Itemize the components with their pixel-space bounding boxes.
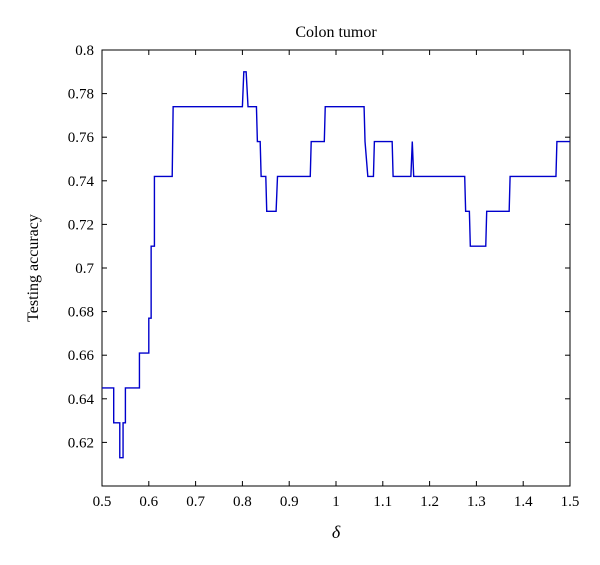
y-axis-label: Testing accuracy xyxy=(25,214,42,322)
chart-title: Colon tumor xyxy=(295,24,377,41)
x-axis-label: δ xyxy=(332,522,341,542)
x-tick-label: 0.5 xyxy=(93,494,112,510)
y-tick-label: 0.64 xyxy=(68,392,95,408)
y-tick-label: 0.7 xyxy=(75,261,94,277)
y-tick-label: 0.62 xyxy=(68,435,94,451)
y-tick-label: 0.78 xyxy=(68,87,94,103)
y-tick-label: 0.68 xyxy=(68,305,94,321)
x-tick-label: 0.6 xyxy=(139,494,158,510)
x-tick-label: 1.1 xyxy=(373,494,392,510)
x-tick-label: 1.5 xyxy=(561,494,580,510)
x-axis: 0.5 0.6 0.7 0.8 0.9 1 1.1 1.2 1.3 1.4 1.5 xyxy=(93,50,580,510)
x-tick-label: 0.9 xyxy=(280,494,299,510)
x-tick-label: 0.7 xyxy=(186,494,205,510)
y-tick-label: 0.66 xyxy=(68,348,95,364)
x-tick-label: 0.8 xyxy=(233,494,252,510)
y-tick-label: 0.76 xyxy=(68,130,95,146)
x-tick-label: 1.4 xyxy=(514,494,533,510)
x-tick-label: 1.3 xyxy=(467,494,486,510)
x-tick-label: 1 xyxy=(332,494,340,510)
series-line xyxy=(102,71,570,459)
y-tick-label: 0.72 xyxy=(68,217,94,233)
y-tick-label: 0.8 xyxy=(75,43,94,59)
plot-frame xyxy=(101,49,571,487)
y-axis: 0.62 0.64 0.66 0.68 0.7 0.72 0.74 0.76 0.78 0.8 xyxy=(68,43,570,451)
y-tick-label: 0.74 xyxy=(68,174,95,190)
x-tick-label: 1.2 xyxy=(420,494,439,510)
